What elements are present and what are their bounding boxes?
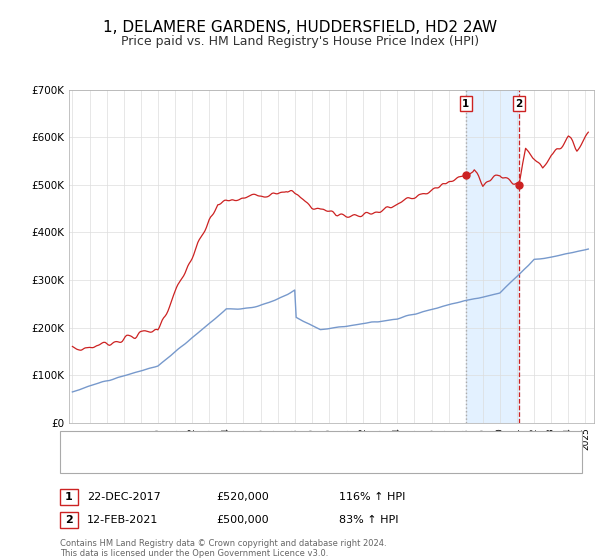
Text: HPI: Average price, detached house, Kirklees: HPI: Average price, detached house, Kirk…	[107, 458, 331, 468]
Text: Price paid vs. HM Land Registry's House Price Index (HPI): Price paid vs. HM Land Registry's House …	[121, 35, 479, 48]
Text: 1: 1	[65, 492, 73, 502]
Text: 83% ↑ HPI: 83% ↑ HPI	[339, 515, 398, 525]
Bar	[466, 90, 519, 423]
Text: 1, DELAMERE GARDENS, HUDDERSFIELD, HD2 2AW: 1, DELAMERE GARDENS, HUDDERSFIELD, HD2 2…	[103, 20, 497, 35]
Text: 116% ↑ HPI: 116% ↑ HPI	[339, 492, 406, 502]
Text: 22-DEC-2017: 22-DEC-2017	[87, 492, 161, 502]
Text: 1: 1	[462, 99, 469, 109]
Text: 2: 2	[515, 99, 523, 109]
Text: 1, DELAMERE GARDENS, HUDDERSFIELD, HD2 2AW (detached house): 1, DELAMERE GARDENS, HUDDERSFIELD, HD2 2…	[107, 439, 455, 449]
Text: £500,000: £500,000	[216, 515, 269, 525]
Text: Contains HM Land Registry data © Crown copyright and database right 2024.
This d: Contains HM Land Registry data © Crown c…	[60, 539, 386, 558]
Text: 12-FEB-2021: 12-FEB-2021	[87, 515, 158, 525]
Text: £520,000: £520,000	[216, 492, 269, 502]
Text: 2: 2	[65, 515, 73, 525]
